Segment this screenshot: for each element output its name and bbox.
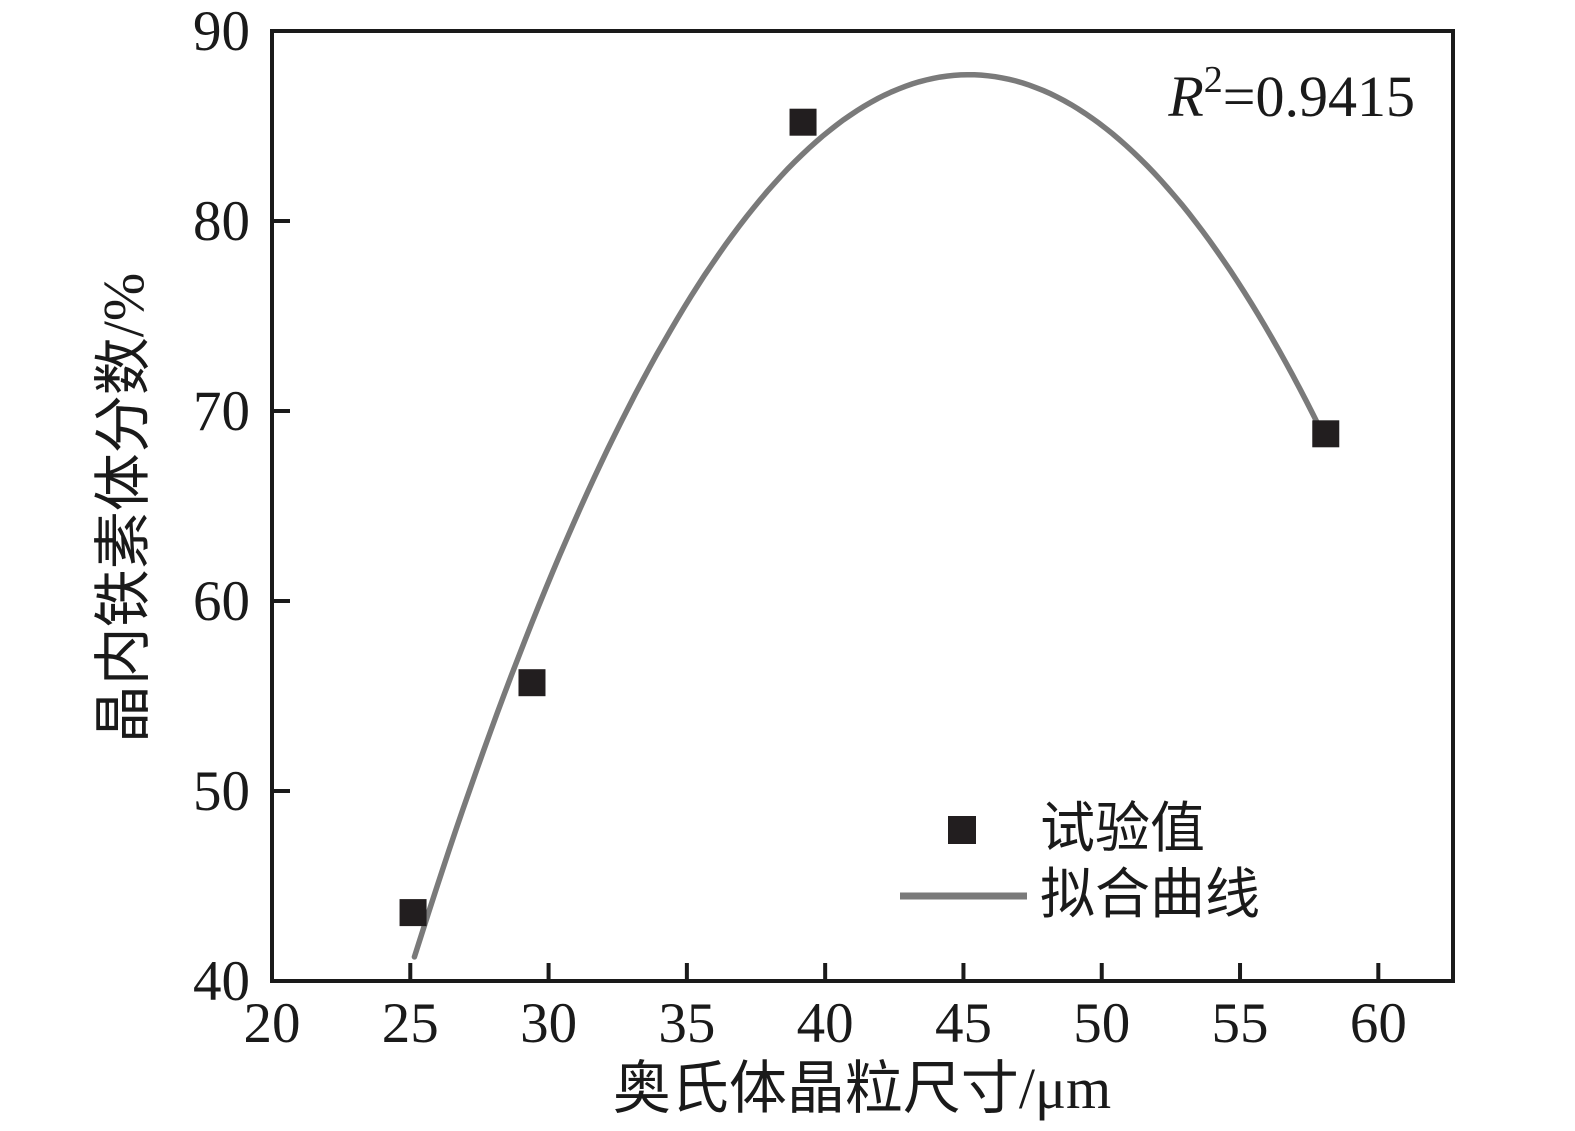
x-tick-label: 25: [382, 992, 439, 1055]
plot-border: [270, 29, 1455, 983]
x-tick-label: 20: [244, 992, 301, 1055]
data-point-square: [789, 108, 817, 136]
y-axis-title: 晶内铁素体分数/%: [91, 273, 156, 743]
y-tick-label: 90: [193, 0, 250, 63]
data-point-square: [518, 669, 546, 697]
fitted-curve-line: [411, 71, 1323, 960]
data-point-square: [1312, 420, 1340, 448]
scatter-points: [399, 108, 1340, 927]
x-tick-label: 30: [520, 992, 577, 1055]
x-tick-label: 35: [658, 992, 715, 1055]
legend-label-experimental: 试验值: [1040, 798, 1205, 859]
x-tick-label: 55: [1212, 992, 1269, 1055]
r-squared-annotation: R2=0.9415: [1167, 59, 1415, 129]
y-tick-label: 40: [193, 950, 250, 1013]
x-axis: 20 25 30 35 40 45 50 55 60: [244, 963, 1407, 1055]
data-point-square: [399, 899, 427, 927]
legend-label-fitcurve: 拟合曲线: [1040, 864, 1260, 925]
x-tick-label: 45: [935, 992, 992, 1055]
x-tick-label: 40: [797, 992, 854, 1055]
r-value: =0.9415: [1223, 64, 1415, 129]
y-tick-label: 60: [193, 570, 250, 633]
legend: 试验值 拟合曲线: [900, 798, 1260, 925]
y-tick-label: 50: [193, 760, 250, 823]
r-exponent: 2: [1204, 59, 1223, 101]
y-axis: 40 50 60 70 80 90: [193, 0, 290, 1013]
x-tick-label: 60: [1350, 992, 1407, 1055]
y-tick-label: 70: [193, 380, 250, 443]
y-tick-label: 80: [193, 190, 250, 253]
x-axis-title: 奥氏体晶粒尺寸/μm: [613, 1056, 1111, 1121]
r-symbol: R: [1167, 64, 1203, 129]
x-tick-label: 50: [1073, 992, 1130, 1055]
legend-square-marker: [948, 816, 976, 844]
